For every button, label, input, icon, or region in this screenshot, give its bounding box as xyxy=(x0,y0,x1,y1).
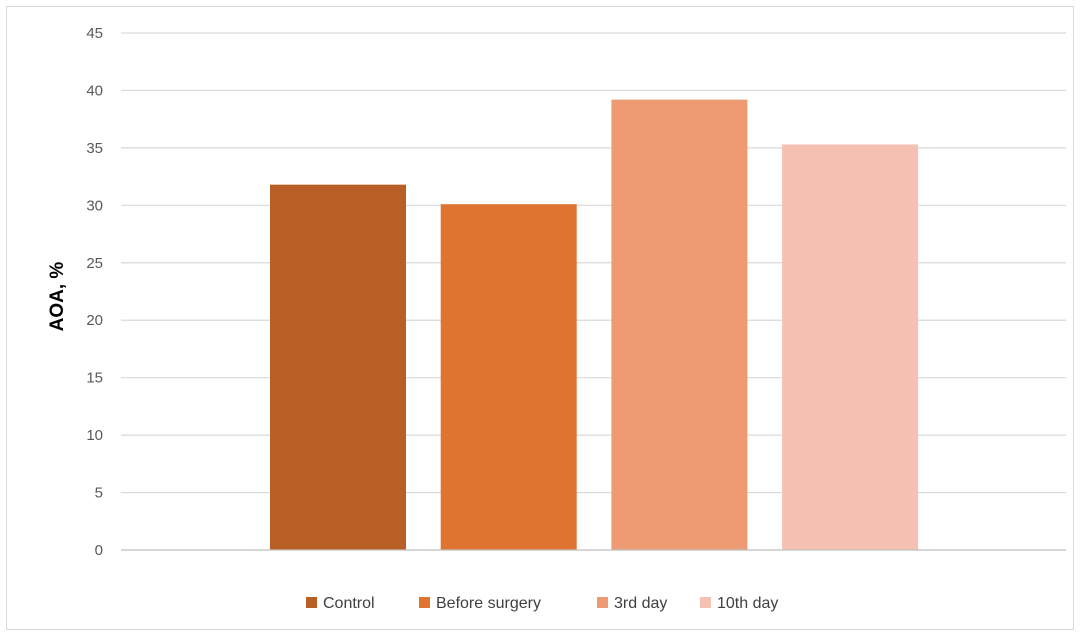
bars xyxy=(270,99,919,551)
legend-item-before-surgery: Before surgery xyxy=(419,595,541,612)
legend-label: Control xyxy=(323,595,375,612)
y-tick-label: 30 xyxy=(86,197,103,214)
legend-item-3rd-day: 3rd day xyxy=(597,595,667,612)
bar-control xyxy=(270,184,406,551)
y-tick-label: 5 xyxy=(95,485,103,502)
y-tick-label: 0 xyxy=(95,542,103,559)
y-tick-label: 40 xyxy=(86,82,103,99)
legend-label: Before surgery xyxy=(436,595,541,612)
y-tick-label: 35 xyxy=(86,140,103,157)
y-tick-label: 15 xyxy=(86,370,103,387)
y-axis-title: AOA, % xyxy=(47,262,68,332)
bar-before-surgery xyxy=(440,204,577,550)
legend: Control Before surgery 3rd day 10th day xyxy=(306,595,778,612)
legend-item-10th-day: 10th day xyxy=(700,595,778,612)
bar-3rd-day xyxy=(611,99,748,550)
legend-swatch xyxy=(419,597,430,608)
y-tick-label: 10 xyxy=(86,427,103,444)
legend-item-control: Control xyxy=(306,595,375,612)
legend-label: 3rd day xyxy=(614,595,667,612)
y-tick-label: 25 xyxy=(86,255,103,272)
y-tick-label: 45 xyxy=(86,25,103,42)
gridlines xyxy=(121,32,1066,494)
legend-swatch xyxy=(597,597,608,608)
y-axis-ticks: 0 5 10 15 20 25 30 35 40 45 xyxy=(86,25,103,559)
legend-label: 10th day xyxy=(717,595,778,612)
bar-10th-day xyxy=(782,144,919,551)
legend-swatch xyxy=(700,597,711,608)
legend-swatch xyxy=(306,597,317,608)
y-tick-label: 20 xyxy=(86,312,103,329)
